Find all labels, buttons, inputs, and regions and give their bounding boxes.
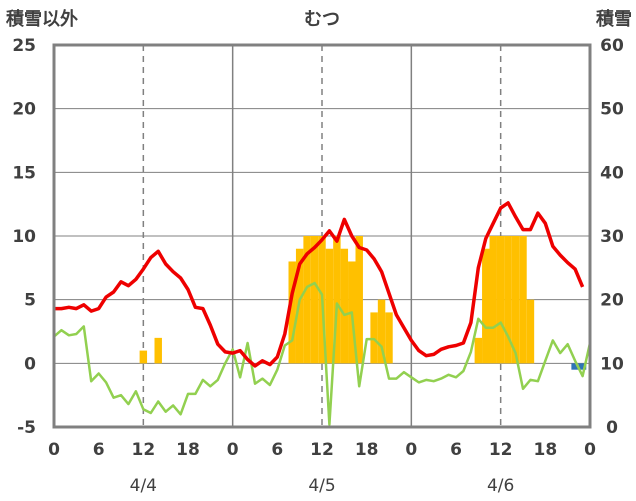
left-tick-label: 0: [24, 354, 36, 374]
snowfall-bar: [154, 337, 162, 364]
left-tick-label: 5: [24, 291, 36, 311]
x-tick-label: 18: [355, 440, 379, 460]
right-tick-label: 20: [600, 291, 624, 311]
right-tick-label: 40: [600, 163, 624, 183]
x-tick-label: 12: [131, 440, 155, 460]
x-tick-label: 6: [271, 440, 283, 460]
temperature-line: [54, 201, 585, 368]
left-tick-label: 10: [12, 227, 36, 247]
snowfall-bar: [288, 261, 296, 364]
snowfall-bar: [526, 299, 535, 364]
snowfall-bar: [303, 236, 311, 364]
left-tick-label: 25: [12, 36, 36, 56]
snowfall-bar: [385, 312, 393, 364]
x-tick-label: 18: [533, 440, 557, 460]
snowfall-bar: [504, 236, 512, 364]
date-label: 4/5: [308, 476, 335, 496]
snowfall-bar: [578, 363, 587, 370]
right-tick-label: 0: [606, 418, 618, 438]
snowfall-bar: [482, 248, 490, 364]
left-axis-title: 積雪以外: [5, 8, 78, 30]
left-tick-label: 20: [12, 100, 36, 120]
left-tick-label: -5: [17, 418, 36, 438]
snowfall-bar: [474, 337, 483, 364]
x-tick-label: 0: [227, 440, 239, 460]
x-tick-label: 12: [310, 440, 334, 460]
left-tick-label: 15: [12, 163, 36, 183]
date-label: 4/6: [487, 476, 514, 496]
snowfall-bar: [340, 248, 349, 364]
chart-title: むつ: [304, 9, 340, 30]
x-tick-label: 0: [48, 440, 60, 460]
snowfall-bar: [325, 248, 334, 364]
x-tick-label: 12: [489, 440, 513, 460]
snowfall-bar: [377, 299, 386, 364]
right-tick-label: 30: [600, 227, 624, 247]
snowfall-bar: [355, 236, 363, 364]
x-tick-label: 0: [405, 440, 417, 460]
x-tick-label: 0: [584, 440, 596, 460]
date-label: 4/4: [130, 476, 157, 496]
snowfall-bars: [139, 236, 587, 370]
right-tick-label: 50: [600, 100, 624, 120]
snowfall-bar: [519, 236, 527, 364]
snowfall-bar: [139, 350, 148, 364]
x-tick-label: 6: [93, 440, 105, 460]
snowfall-bar: [310, 236, 319, 364]
x-tick-label: 6: [450, 440, 462, 460]
secondary-line: [53, 281, 592, 426]
snowfall-bar: [511, 236, 520, 364]
x-tick-label: 18: [176, 440, 200, 460]
right-tick-label: 60: [600, 36, 624, 56]
snowfall-bar: [496, 236, 505, 364]
right-axis-title: 積雪: [595, 8, 632, 30]
snowfall-bar: [489, 236, 497, 364]
right-tick-label: 10: [600, 354, 624, 374]
snowfall-bar: [333, 236, 341, 364]
snowfall-bar: [571, 363, 579, 370]
plot-frame: [52, 43, 592, 429]
